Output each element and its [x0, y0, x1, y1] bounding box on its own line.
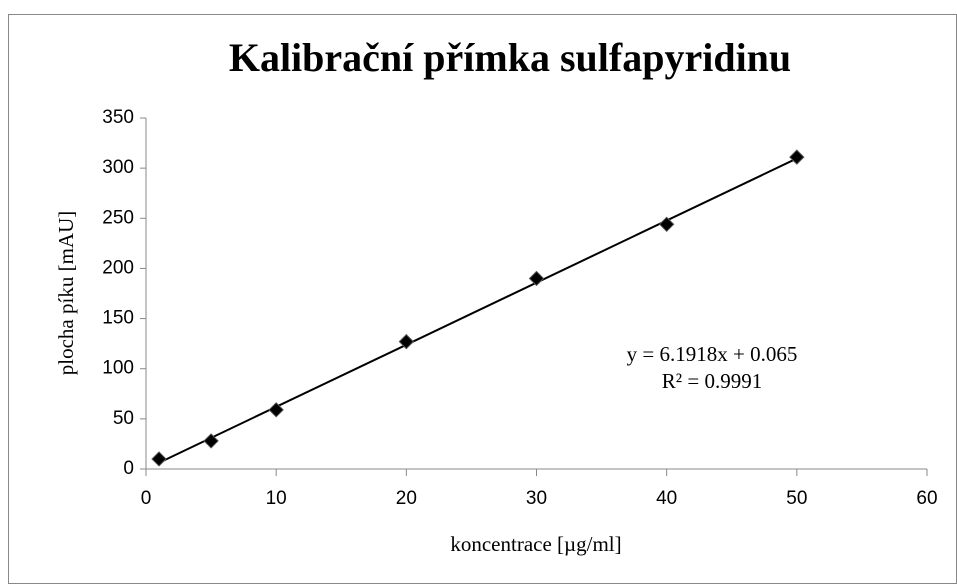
- x-tick-label: 0: [141, 488, 152, 509]
- x-tick-label: 50: [786, 488, 807, 509]
- x-tick-label: 60: [916, 488, 937, 509]
- y-tick-label: 50: [113, 408, 134, 429]
- x-tick-label: 10: [266, 488, 287, 509]
- x-tick-label: 30: [526, 488, 547, 509]
- y-tick-label: 200: [102, 257, 134, 278]
- data-point: [528, 270, 545, 287]
- trendline-r2: R² = 0.9991: [662, 369, 762, 393]
- y-tick-label: 250: [102, 207, 134, 228]
- y-tick-label: 100: [102, 358, 134, 379]
- data-point: [151, 451, 167, 467]
- x-axis-label: koncentrace [µg/ml]: [450, 532, 621, 556]
- chart-title: Kalibrační přímka sulfapyridinu: [229, 35, 791, 80]
- y-tick-label: 0: [123, 458, 134, 479]
- trendline-equation: y = 6.1918x + 0.065: [627, 342, 798, 366]
- data-point: [658, 216, 675, 233]
- x-tick-label: 40: [656, 488, 677, 509]
- y-tick-label: 300: [102, 157, 134, 178]
- chart-frame: [8, 14, 957, 584]
- y-axis-label: plocha píku [mAU]: [54, 211, 78, 375]
- data-point: [268, 402, 284, 418]
- y-tick-label: 350: [102, 107, 134, 128]
- data-point: [789, 149, 805, 165]
- x-tick-label: 20: [396, 488, 417, 509]
- data-point: [203, 433, 219, 449]
- data-point: [398, 333, 415, 350]
- trendline: [158, 157, 798, 464]
- y-tick-label: 150: [102, 308, 134, 329]
